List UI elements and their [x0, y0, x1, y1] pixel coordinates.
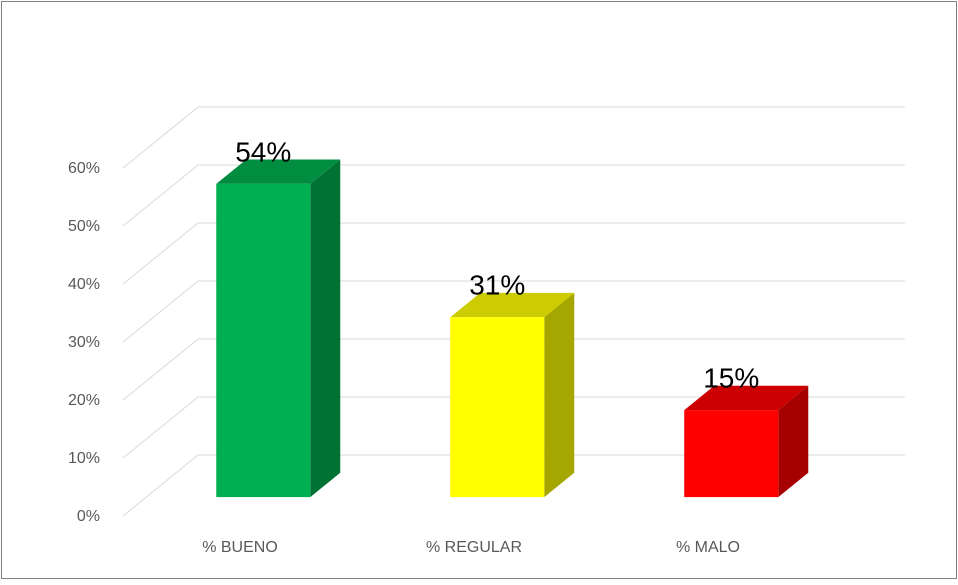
grid-line-side: [122, 454, 199, 517]
y-tick-label: 0%: [77, 508, 100, 525]
grid-line-side: [122, 396, 199, 459]
bar: [450, 317, 545, 498]
x-tick-label: % MALO: [676, 539, 740, 556]
bar-side: [544, 292, 575, 498]
grid-line-side: [122, 164, 199, 227]
y-tick-label: 30%: [68, 334, 100, 351]
bar-side: [310, 159, 341, 498]
x-tick-label: % REGULAR: [426, 539, 522, 556]
data-label: 54%: [235, 136, 291, 167]
y-tick-label: 60%: [68, 160, 100, 177]
bar-top: [684, 385, 809, 411]
bar-top: [216, 159, 341, 184]
bar-side: [778, 385, 809, 498]
x-tick-label: % BUENO: [202, 539, 278, 556]
grid-line-side: [122, 280, 199, 343]
bar: [684, 410, 779, 498]
y-tick-label: 50%: [68, 218, 100, 235]
bar-top: [450, 292, 575, 318]
data-label: 31%: [469, 270, 525, 301]
grid-line-side: [122, 338, 199, 401]
grid-line-side: [122, 222, 199, 285]
y-tick-label: 10%: [68, 450, 100, 467]
y-tick-label: 20%: [68, 392, 100, 409]
bar: [216, 183, 311, 498]
data-label: 15%: [703, 362, 759, 393]
y-tick-label: 40%: [68, 276, 100, 293]
grid-line-side: [122, 106, 199, 169]
